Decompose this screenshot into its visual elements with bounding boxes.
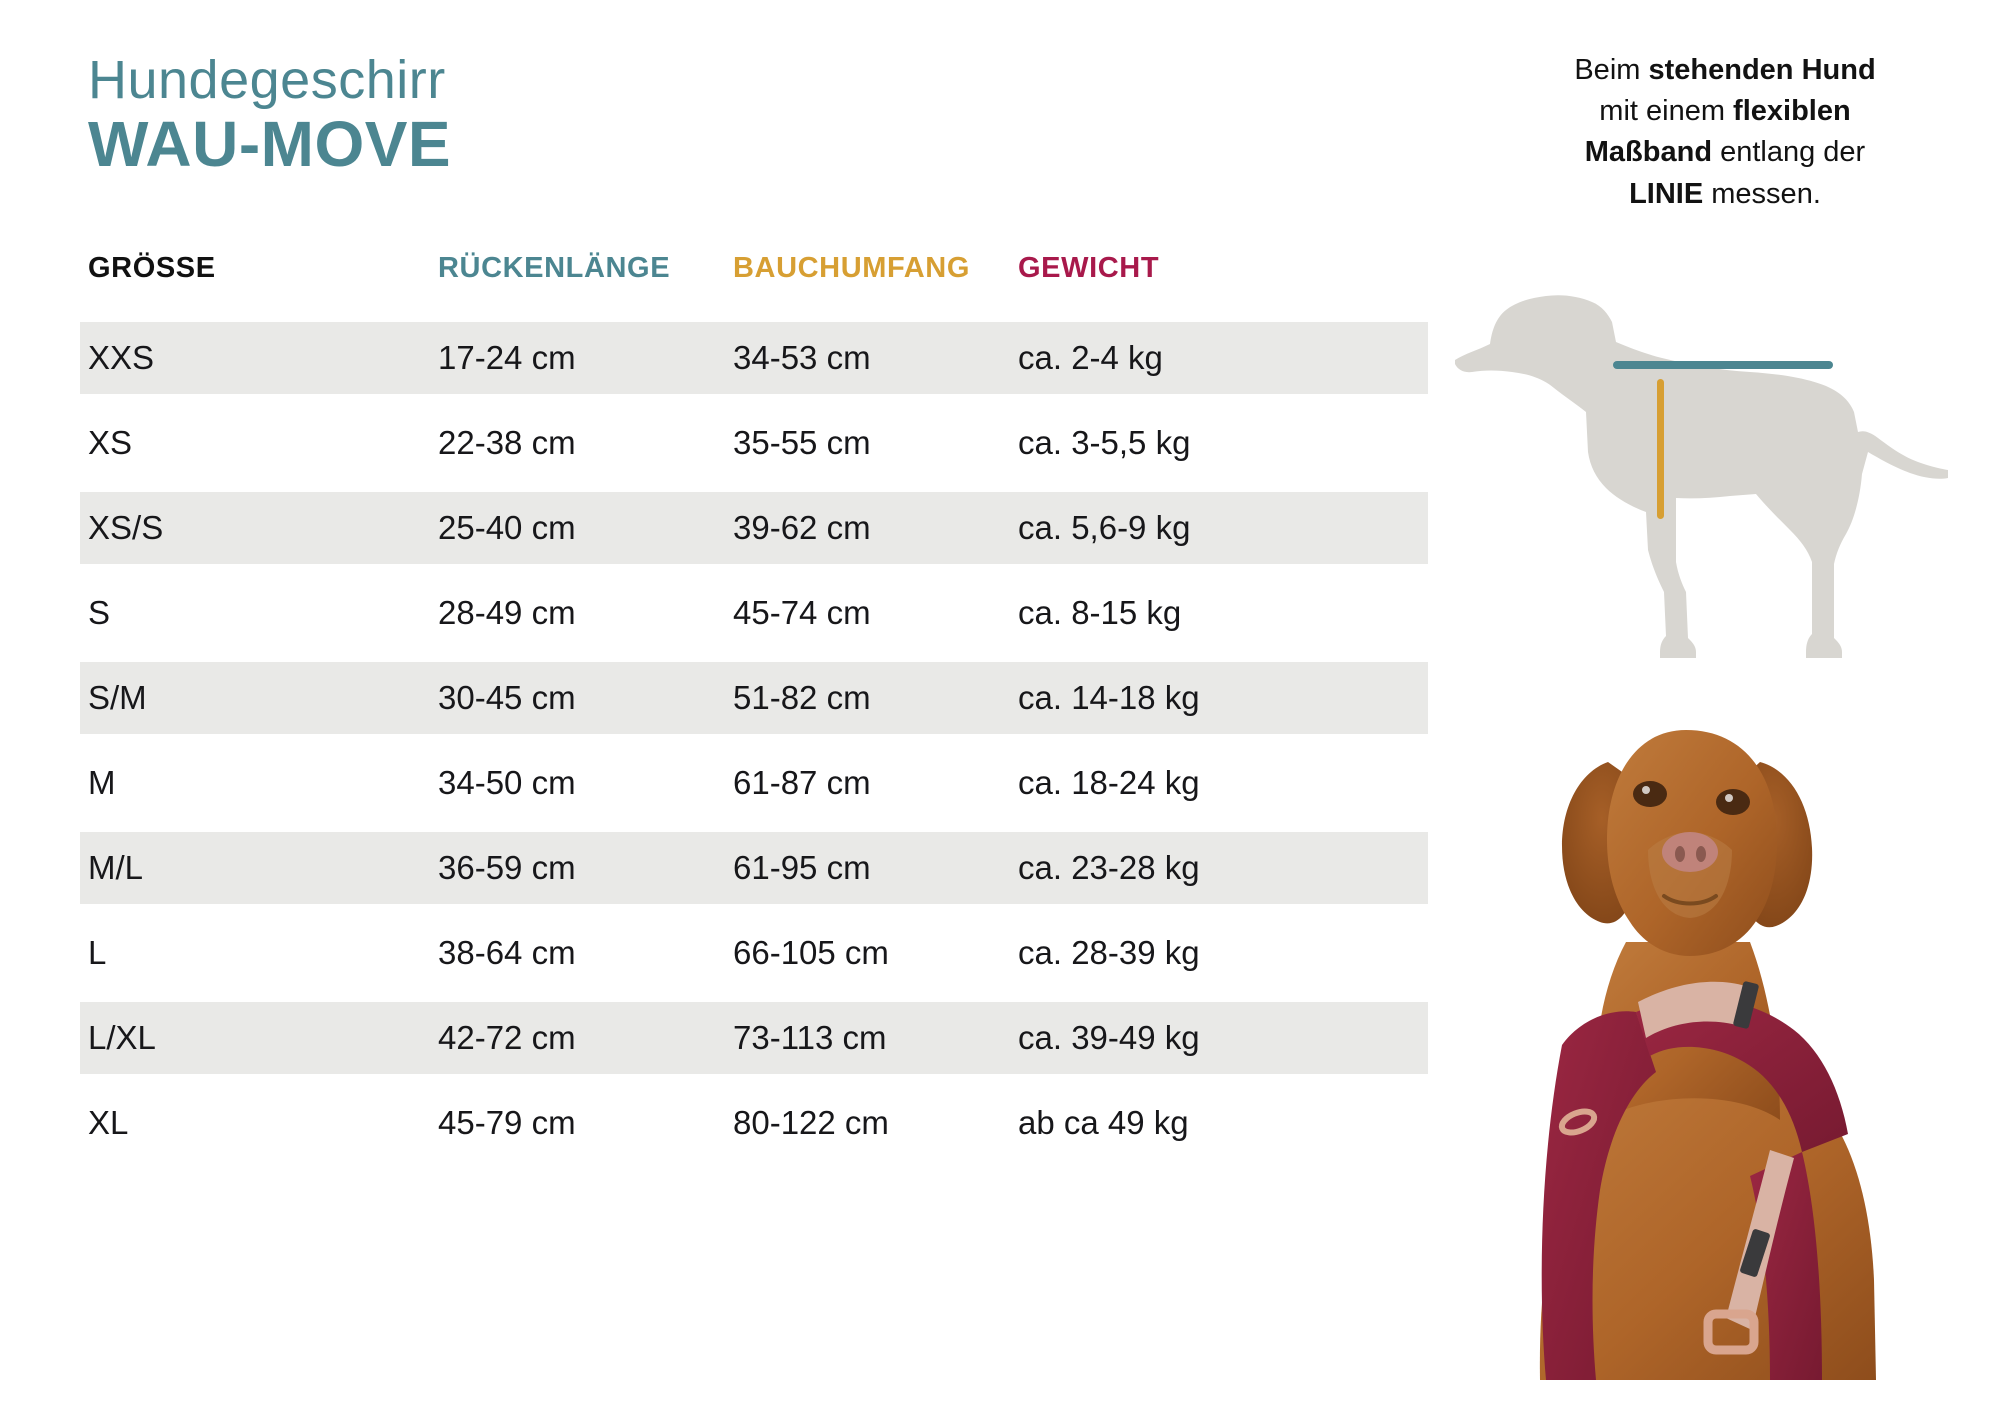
harness-top-webbing: [1638, 981, 1746, 1038]
cell-back-length: 42-72 cm: [438, 1019, 576, 1056]
table-row: M/L 36-59 cm 61-95 cm ca. 23-28 kg: [80, 832, 1428, 904]
column-header-weight: GEWICHT: [1018, 252, 1160, 284]
cell-back-length: 36-59 cm: [438, 849, 576, 886]
cell-belly-girth: 34-53 cm: [733, 339, 871, 376]
cell-size: XXS: [88, 339, 155, 376]
dog-nose-icon: [1662, 832, 1718, 872]
cell-size: XL: [88, 1104, 129, 1141]
dog-nostril-left: [1675, 846, 1685, 862]
cell-weight: ca. 39-49 kg: [1018, 1019, 1200, 1056]
dog-nostril-right: [1696, 846, 1706, 862]
cell-back-length: 38-64 cm: [438, 934, 576, 971]
size-table-body: XXS 17-24 cm 34-53 cm ca. 2-4 kg XS 22-38 cm 3…: [80, 322, 1428, 1172]
cell-belly-girth: 80-122 cm: [733, 1104, 889, 1141]
chart-left-pane: Hundegeschirr WAU-MOVE GRÖSSE RÜCKENLÄNG…: [80, 52, 1428, 1172]
cell-size: S/M: [88, 679, 147, 716]
cell-belly-girth: 51-82 cm: [733, 679, 871, 716]
cell-weight: ca. 28-39 kg: [1018, 934, 1200, 971]
cell-back-length: 17-24 cm: [438, 339, 576, 376]
harness-lower-endcap: [1740, 1229, 1770, 1277]
title-line-product: Hundegeschirr: [88, 50, 446, 110]
cell-size: XS: [88, 424, 133, 461]
cell-weight: ca. 23-28 kg: [1018, 849, 1200, 886]
cell-back-length: 28-49 cm: [438, 594, 576, 631]
table-row: L/XL 42-72 cm 73-113 cm ca. 39-49 kg: [80, 1002, 1428, 1074]
cell-weight: ca. 5,6-9 kg: [1018, 509, 1191, 546]
cell-size: L: [88, 934, 107, 971]
dog-mouth-line: [1662, 894, 1718, 906]
instruction-bold-3: Maßband: [1584, 136, 1713, 169]
belly-girth-line: [1657, 379, 1664, 519]
cell-weight: ca. 8-15 kg: [1018, 594, 1182, 631]
dog-silhouette-diagram: [1450, 262, 2000, 662]
cell-back-length: 45-79 cm: [438, 1104, 576, 1141]
dog-eye-left: [1633, 781, 1667, 807]
table-row: XXS 17-24 cm 34-53 cm ca. 2-4 kg: [80, 322, 1428, 394]
harness-shoulder-strap: [1636, 999, 1848, 1152]
cell-belly-girth: 35-55 cm: [733, 424, 871, 461]
cell-size: XS/S: [88, 509, 164, 546]
instruction-text-4: messen.: [1703, 177, 1821, 210]
cell-belly-girth: 39-62 cm: [733, 509, 871, 546]
column-header-back-length: RÜCKENLÄNGE: [438, 252, 671, 284]
cell-size: S: [88, 594, 111, 631]
instruction-bold-1: stehenden Hund: [1648, 54, 1876, 86]
cell-back-length: 25-40 cm: [438, 509, 576, 546]
instruction-bold-4: LINIE: [1629, 177, 1704, 210]
cell-size: M: [88, 764, 116, 801]
harness-webbing-endcap: [1733, 981, 1759, 1029]
harness-buckle: [1703, 1309, 1759, 1355]
instruction-text-1: Beim: [1574, 54, 1649, 86]
dog-silhouette-icon: [1455, 295, 1948, 658]
back-length-line: [1613, 361, 1833, 369]
cell-belly-girth: 61-87 cm: [733, 764, 871, 801]
cell-back-length: 34-50 cm: [438, 764, 576, 801]
title-line-model: WAU-MOVE: [88, 107, 452, 180]
cell-belly-girth: 61-95 cm: [733, 849, 871, 886]
table-row: S/M 30-45 cm 51-82 cm ca. 14-18 kg: [80, 662, 1428, 734]
instruction-bold-2: flexiblen: [1733, 95, 1851, 128]
page-title: Hundegeschirr WAU-MOVE: [88, 52, 451, 178]
chart-right-pane: Beim stehenden Hund mit einem flexiblen …: [1450, 0, 2000, 1414]
dog-eye-highlight-left: [1642, 786, 1650, 794]
cell-weight: ca. 14-18 kg: [1018, 679, 1200, 716]
dog-eye-highlight-right: [1725, 794, 1733, 802]
harness-d-ring: [1558, 1108, 1598, 1136]
table-row: XL 45-79 cm 80-122 cm ab ca 49 kg: [80, 1087, 1428, 1159]
table-row: XS 22-38 cm 35-55 cm ca. 3-5,5 kg: [80, 407, 1428, 479]
cell-size: L/XL: [88, 1019, 156, 1056]
table-row: S 28-49 cm 45-74 cm ca. 8-15 kg: [80, 577, 1428, 649]
column-header-belly-girth: BAUCHUMFANG: [733, 252, 970, 284]
column-header-size: GRÖSSE: [88, 252, 216, 284]
table-row: M 34-50 cm 61-87 cm ca. 18-24 kg: [80, 747, 1428, 819]
cell-weight: ca. 3-5,5 kg: [1018, 424, 1191, 461]
cell-weight: ca. 2-4 kg: [1018, 339, 1163, 376]
cell-belly-girth: 73-113 cm: [733, 1019, 887, 1056]
size-table-header: GRÖSSE RÜCKENLÄNGE BAUCHUMFANG GEWICHT: [88, 252, 1428, 300]
dog-photo: [1450, 690, 2000, 1380]
table-row: L 38-64 cm 66-105 cm ca. 28-39 kg: [80, 917, 1428, 989]
instruction-text-3: entlang der: [1712, 136, 1866, 169]
cell-belly-girth: 66-105 cm: [733, 934, 889, 971]
cell-back-length: 22-38 cm: [438, 424, 576, 461]
dog-eye-right: [1716, 789, 1750, 815]
cell-weight: ca. 18-24 kg: [1018, 764, 1200, 801]
measuring-instruction: Beim stehenden Hund mit einem flexiblen …: [1460, 50, 1990, 215]
table-row: XS/S 25-40 cm 39-62 cm ca. 5,6-9 kg: [80, 492, 1428, 564]
cell-back-length: 30-45 cm: [438, 679, 576, 716]
harness-chest-panel: [1541, 1011, 1656, 1380]
cell-weight: ab ca 49 kg: [1018, 1104, 1189, 1141]
cell-size: M/L: [88, 849, 144, 886]
instruction-text-2: mit einem: [1599, 95, 1734, 128]
cell-belly-girth: 45-74 cm: [733, 594, 871, 631]
